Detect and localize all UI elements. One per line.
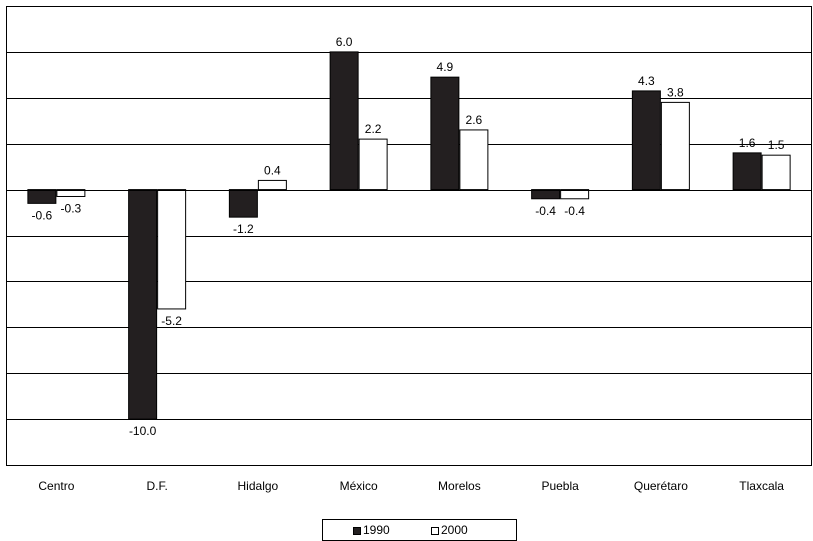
bar-2000 (560, 189, 590, 200)
bar-2000 (257, 179, 287, 191)
legend-swatch-2000 (431, 526, 439, 535)
legend-item-1990: 1990 (353, 523, 390, 537)
bar-1990 (430, 76, 460, 191)
bar-1990 (329, 51, 359, 191)
value-label-1990: -10.0 (129, 424, 157, 438)
bars (6, 51, 812, 420)
bar-1990 (128, 189, 158, 420)
bar-2000 (660, 101, 690, 191)
bar-2000 (358, 138, 388, 191)
plot-frame (6, 6, 812, 466)
category-label: Morelos (438, 479, 481, 493)
value-label-1990: 4.9 (437, 60, 454, 74)
value-label-1990: 6.0 (336, 35, 353, 49)
value-label-2000: -0.4 (564, 204, 585, 218)
value-label-1990: -0.6 (32, 208, 53, 222)
legend-swatch-1990 (353, 526, 361, 535)
value-label-2000: 1.5 (768, 138, 785, 152)
category-label: Centro (38, 479, 74, 493)
bar-1990 (27, 189, 57, 204)
bar-1990 (531, 189, 561, 200)
category-label: México (340, 479, 378, 493)
value-label-2000: 0.4 (264, 163, 281, 177)
value-label-2000: 3.8 (667, 85, 684, 99)
value-label-1990: -0.4 (535, 204, 556, 218)
bar-2000 (56, 189, 86, 197)
value-label-2000: 2.6 (466, 113, 483, 127)
bar-2000 (761, 154, 791, 191)
value-label-2000: -0.3 (61, 201, 82, 215)
bar-2000 (157, 189, 187, 310)
legend-label-1990: 1990 (363, 523, 390, 537)
category-label: Puebla (541, 479, 579, 493)
bar-1990 (228, 189, 258, 218)
category-label: Hidalgo (238, 479, 279, 493)
legend: 1990 2000 (322, 519, 517, 541)
value-labels: -0.6 -0.3 -10.0 -5.2 -1.2 0.4 6.0 2.2 4.9 2.6 -0.4… (32, 35, 785, 438)
gridlines (6, 52, 812, 420)
bar-1990 (732, 152, 762, 191)
value-label-2000: 2.2 (365, 122, 382, 136)
value-label-1990: -1.2 (233, 222, 254, 236)
category-labels: Centro D.F. Hidalgo México Morelos Puebla Quer… (38, 479, 784, 493)
category-label: D.F. (146, 479, 167, 493)
value-label-1990: 4.3 (638, 74, 655, 88)
bar-1990 (631, 90, 661, 191)
legend-item-2000: 2000 (431, 523, 468, 537)
category-label: Tlaxcala (739, 479, 784, 493)
value-label-1990: 1.6 (739, 136, 756, 150)
legend-label-2000: 2000 (441, 523, 468, 537)
bar-2000 (459, 129, 489, 191)
category-label: Querétaro (634, 479, 688, 493)
value-label-2000: -5.2 (161, 314, 182, 328)
